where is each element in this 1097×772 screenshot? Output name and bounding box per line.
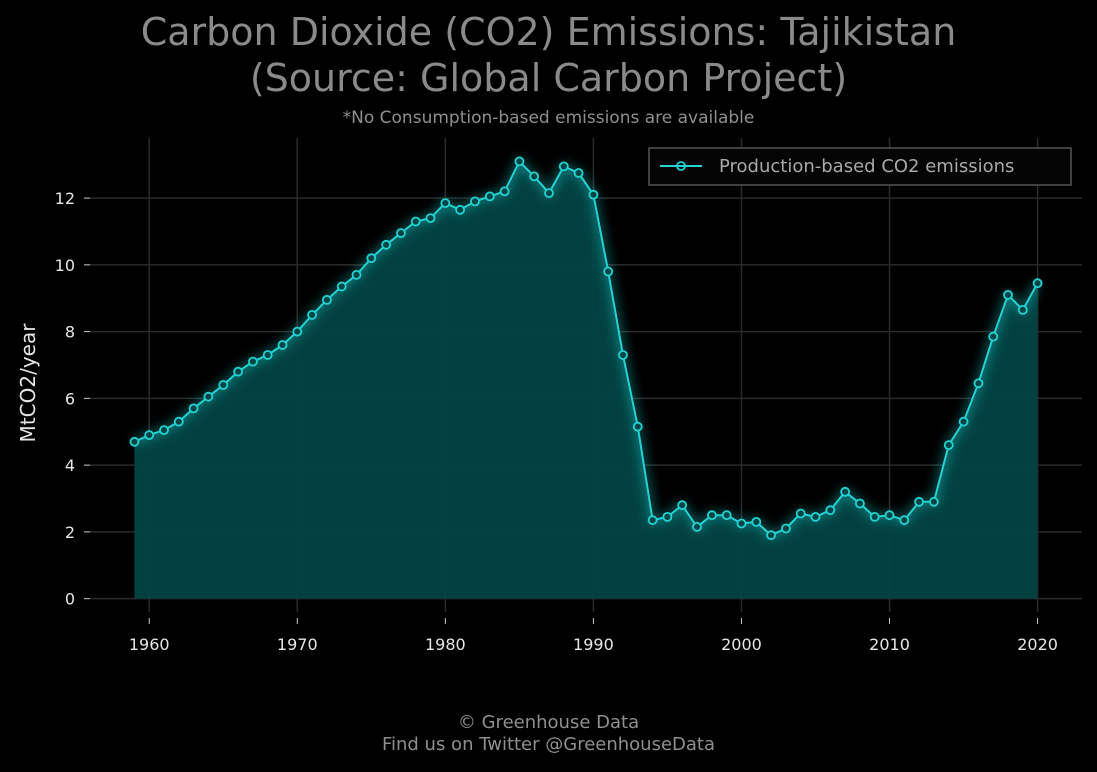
y-tick-label-8: 8 xyxy=(65,323,75,342)
y-tick-label-0: 0 xyxy=(65,590,75,609)
data-point-1985 xyxy=(514,156,525,167)
data-point-2004 xyxy=(795,508,806,519)
data-point-1968 xyxy=(262,350,273,360)
x-tick-label-1970: 1970 xyxy=(277,635,318,654)
data-point-1997 xyxy=(692,522,702,532)
data-point-1981 xyxy=(455,204,466,215)
x-tick-label-2010: 2010 xyxy=(869,635,910,654)
data-point-1983 xyxy=(484,191,495,202)
y-tick-label-4: 4 xyxy=(65,456,75,475)
data-point-1972 xyxy=(321,294,332,305)
y-tick-label-10: 10 xyxy=(55,256,75,275)
data-point-2016 xyxy=(973,378,984,389)
data-point-1990 xyxy=(588,189,599,200)
data-point-1986 xyxy=(529,171,540,182)
data-point-1989 xyxy=(573,168,584,178)
data-point-2019 xyxy=(1017,304,1028,315)
data-point-2008 xyxy=(855,498,865,509)
y-axis-label: MtCO2/year xyxy=(16,323,40,443)
data-point-1991 xyxy=(603,266,614,277)
data-point-2007 xyxy=(840,486,850,497)
footer-twitter: Find us on Twitter @GreenhouseData xyxy=(381,734,716,755)
data-point-1962 xyxy=(173,416,184,427)
data-point-1979 xyxy=(425,213,436,224)
data-point-2010 xyxy=(884,510,895,521)
x-tick-label-1990: 1990 xyxy=(573,635,614,654)
data-point-1982 xyxy=(470,196,480,207)
footer: © Greenhouse Data Find us on Twitter @Gr… xyxy=(0,712,1097,756)
data-point-1961 xyxy=(159,425,169,436)
y-tick-label-6: 6 xyxy=(65,389,75,408)
data-point-1993 xyxy=(632,421,643,432)
data-point-1980 xyxy=(440,198,451,209)
data-point-1959 xyxy=(129,436,140,447)
data-point-2001 xyxy=(751,517,762,527)
data-point-1973 xyxy=(336,281,347,292)
data-point-1995 xyxy=(662,512,673,522)
data-point-2000 xyxy=(736,518,747,529)
data-point-2014 xyxy=(943,440,954,451)
data-point-2012 xyxy=(914,496,924,507)
x-tick-label-2020: 2020 xyxy=(1017,635,1058,654)
chart-title: Carbon Dioxide (CO2) Emissions: Tajikist… xyxy=(0,9,1097,101)
data-point-1974 xyxy=(351,269,362,280)
data-point-1963 xyxy=(188,403,199,414)
data-point-2011 xyxy=(899,515,910,526)
chart-title-line-2: (Source: Global Carbon Project) xyxy=(249,56,848,100)
y-tick-label-2: 2 xyxy=(65,523,75,542)
data-point-2005 xyxy=(810,512,821,522)
legend-marker xyxy=(676,161,686,171)
data-point-1984 xyxy=(499,186,510,197)
legend-box xyxy=(648,147,1072,186)
data-point-1970 xyxy=(292,326,303,337)
data-point-2017 xyxy=(988,331,999,342)
data-point-1960 xyxy=(144,430,155,441)
x-tick-label-1980: 1980 xyxy=(425,635,466,654)
data-point-2015 xyxy=(958,416,969,427)
series-area-0 xyxy=(134,161,1038,599)
data-point-1966 xyxy=(233,366,244,377)
data-point-2013 xyxy=(929,496,939,507)
data-point-1994 xyxy=(647,515,658,526)
data-point-2020 xyxy=(1032,278,1043,289)
data-point-1964 xyxy=(203,391,214,402)
footer-copyright: © Greenhouse Data xyxy=(457,712,640,733)
legend: Production-based CO2 emissions xyxy=(648,147,1072,186)
data-point-1967 xyxy=(247,356,258,367)
data-point-1977 xyxy=(395,228,406,239)
area-fill-layer xyxy=(134,161,1038,599)
data-point-1969 xyxy=(277,340,288,350)
x-tick-label-2000: 2000 xyxy=(721,635,762,654)
axis-ticks: 1960 1970 1980 1990 2000 2010 2020 0 2 4 6 8 10 12 xyxy=(55,189,1058,654)
data-point-1998 xyxy=(707,510,717,521)
data-point-1992 xyxy=(618,350,628,360)
legend-label: Production-based CO2 emissions xyxy=(719,156,1014,177)
data-point-2006 xyxy=(825,505,836,516)
data-points xyxy=(129,156,1043,541)
data-point-1978 xyxy=(410,216,421,227)
data-point-2018 xyxy=(1003,289,1013,300)
y-tick-label-12: 12 xyxy=(55,189,75,208)
data-point-2003 xyxy=(781,523,791,534)
chart-title-line-1: Carbon Dioxide (CO2) Emissions: Tajikist… xyxy=(140,10,957,54)
data-point-2009 xyxy=(869,512,880,522)
data-point-1976 xyxy=(381,239,392,250)
data-point-1999 xyxy=(721,510,732,521)
data-point-1996 xyxy=(677,500,688,511)
chart-subtitle: *No Consumption-based emissions are avai… xyxy=(342,108,755,128)
data-point-1971 xyxy=(307,309,318,320)
data-point-1987 xyxy=(544,188,554,199)
data-point-1975 xyxy=(366,253,377,264)
data-point-1965 xyxy=(218,380,229,390)
emissions-chart: 1960 1970 1980 1990 2000 2010 2020 0 2 4 6 8 10 12 Mt… xyxy=(16,138,1082,654)
x-tick-label-1960: 1960 xyxy=(129,635,170,654)
data-point-1988 xyxy=(558,161,569,172)
data-point-2002 xyxy=(766,530,776,541)
